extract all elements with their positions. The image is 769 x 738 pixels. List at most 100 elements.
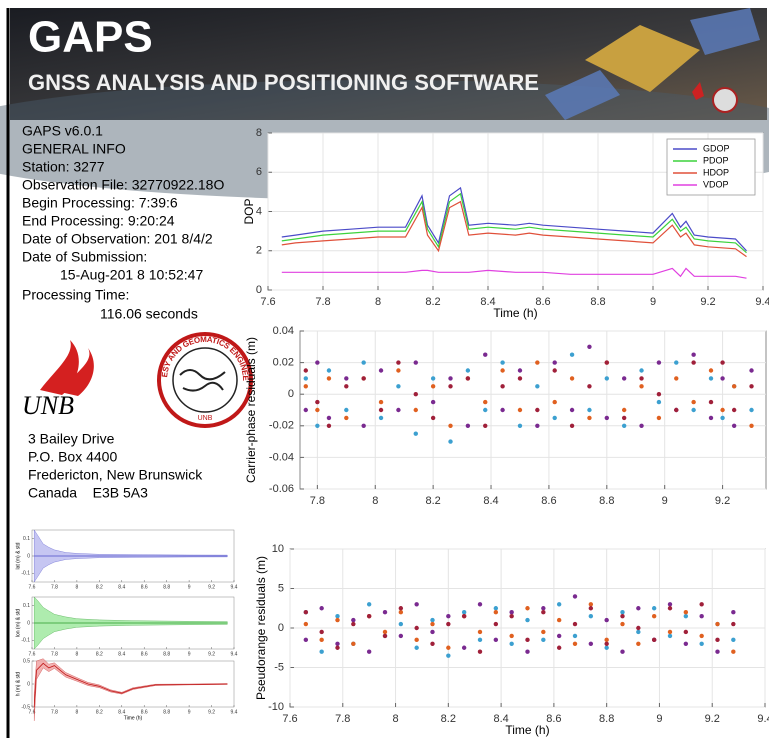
scatter-point bbox=[674, 407, 679, 413]
y-tick-label: -0.5 bbox=[21, 704, 30, 710]
unb-logo: UNB bbox=[22, 340, 94, 420]
scatter-point bbox=[588, 606, 594, 611]
scatter-point bbox=[656, 399, 662, 405]
scatter-point bbox=[588, 602, 594, 607]
scatter-point bbox=[535, 423, 540, 428]
scatter-point bbox=[604, 376, 610, 381]
info-line: GENERAL INFO bbox=[22, 141, 126, 157]
scatter-point bbox=[651, 613, 657, 619]
x-tick-label: 8.8 bbox=[163, 651, 170, 657]
scatter-point bbox=[361, 376, 366, 381]
scatter-point bbox=[556, 633, 562, 639]
scatter-point bbox=[500, 407, 505, 413]
scatter-point bbox=[699, 641, 704, 646]
scatter-point bbox=[335, 641, 340, 646]
scatter-point bbox=[517, 423, 523, 428]
scatter-point bbox=[720, 376, 725, 381]
scatter-point bbox=[303, 610, 309, 615]
scatter-point bbox=[731, 621, 736, 627]
scatter-point bbox=[683, 613, 689, 619]
scatter-point bbox=[398, 621, 404, 627]
scatter-point bbox=[319, 629, 324, 635]
x-tick-label: 7.6 bbox=[29, 584, 36, 590]
info-line: GAPS v6.0.1 bbox=[22, 123, 103, 139]
scatter-point bbox=[572, 621, 578, 627]
y-tick-label: 0 bbox=[256, 284, 262, 296]
x-tick-label: 9.2 bbox=[700, 296, 715, 308]
scatter-point bbox=[691, 360, 696, 365]
scatter-point bbox=[361, 423, 366, 428]
scatter-point bbox=[636, 641, 641, 646]
scatter-point bbox=[461, 610, 467, 615]
y-tick-label: 0 bbox=[278, 622, 284, 634]
scatter-point bbox=[303, 376, 308, 381]
scatter-point bbox=[315, 399, 320, 405]
scatter-point bbox=[720, 360, 725, 365]
scatter-point bbox=[477, 649, 483, 654]
scatter-point bbox=[483, 407, 488, 413]
scatter-point bbox=[351, 641, 356, 646]
scatter-point bbox=[430, 415, 436, 421]
x-tick-label: 8.6 bbox=[141, 651, 148, 657]
scatter-point bbox=[683, 610, 689, 615]
scatter-point bbox=[587, 407, 592, 413]
scatter-point bbox=[569, 407, 575, 413]
y-tick-label: 0.1 bbox=[23, 603, 30, 609]
scatter-point bbox=[588, 641, 594, 646]
scatter-point bbox=[335, 617, 340, 623]
scatter-point bbox=[535, 360, 540, 365]
x-tick-label: 8.8 bbox=[590, 296, 605, 308]
x-tick-label: 9.4 bbox=[231, 651, 238, 657]
scatter-point bbox=[552, 415, 557, 421]
y-axis-label: Carrier-phase residuals (m) bbox=[244, 337, 258, 483]
scatter-point bbox=[708, 399, 714, 405]
info-line: Processing Time: bbox=[22, 287, 129, 303]
scatter-point bbox=[414, 645, 419, 650]
y-tick-label: 5 bbox=[278, 582, 284, 594]
scatter-point bbox=[430, 629, 435, 635]
scatter-point bbox=[621, 376, 627, 381]
x-tick-label: 8.6 bbox=[141, 709, 148, 715]
scatter-point bbox=[604, 637, 609, 643]
address-line: Fredericton, New Brunswick bbox=[28, 467, 203, 483]
ring-bottom: UNB bbox=[198, 415, 213, 422]
y-tick-label: 0.04 bbox=[273, 325, 294, 337]
x-tick-label: 9.2 bbox=[715, 495, 730, 507]
x-tick-label: 9 bbox=[188, 709, 191, 715]
scatter-point bbox=[651, 637, 657, 643]
scatter-point bbox=[430, 399, 436, 405]
x-tick-label: 7.8 bbox=[335, 713, 350, 725]
x-tick-label: 8.4 bbox=[480, 296, 495, 308]
scatter-point bbox=[382, 633, 388, 639]
scatter-point bbox=[683, 629, 689, 635]
x-tick-label: 7.8 bbox=[51, 709, 58, 715]
scatter-point bbox=[378, 407, 384, 413]
x-tick-label: 7.8 bbox=[310, 495, 325, 507]
scatter-point bbox=[483, 423, 488, 428]
x-tick-label: 7.6 bbox=[282, 713, 297, 725]
chart: 0 2 4 6 8 7.6 7.8 8 8.2 8.4 8.6 8.8 9 9.2 9.4 DOP Time (… bbox=[242, 127, 769, 320]
scatter-point bbox=[731, 384, 737, 389]
scatter-point bbox=[477, 629, 483, 635]
scatter-point bbox=[556, 645, 562, 650]
scatter-point bbox=[525, 606, 530, 611]
scatter-point bbox=[587, 415, 592, 421]
scatter-point bbox=[509, 633, 514, 639]
scatter-point bbox=[651, 606, 657, 611]
scatter-point bbox=[720, 415, 725, 421]
x-tick-label: 9.4 bbox=[231, 709, 238, 715]
scatter-point bbox=[620, 621, 625, 627]
scatter-point bbox=[398, 633, 404, 639]
scatter-point bbox=[656, 415, 662, 421]
x-tick-label: 8 bbox=[75, 709, 78, 715]
scatter-point bbox=[556, 602, 562, 607]
line bbox=[33, 662, 228, 708]
scatter-point bbox=[620, 649, 625, 654]
scatter-point bbox=[535, 407, 540, 413]
x-tick-label: 9.4 bbox=[757, 713, 769, 725]
scatter-point bbox=[569, 352, 575, 357]
scatter-point bbox=[414, 637, 419, 643]
scatter-point bbox=[587, 344, 592, 349]
scatter-point bbox=[448, 423, 453, 428]
scatter-point bbox=[517, 407, 523, 413]
